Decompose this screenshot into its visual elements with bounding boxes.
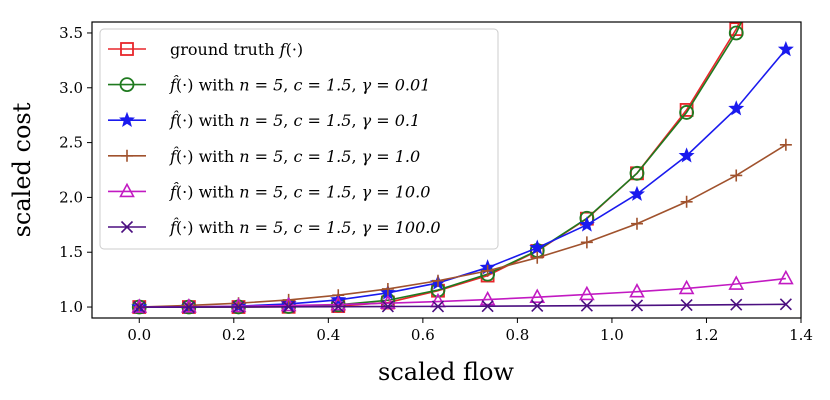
legend-label: f̂(·) with n = 5, c = 1.5, γ = 1.0: [169, 146, 420, 165]
legend-entry: f̂(·) with n = 5, c = 1.5, γ = 100.0: [108, 218, 441, 237]
legend-label: ground truth f(·): [170, 40, 303, 59]
legend-marker: [119, 182, 135, 198]
data-point: [181, 298, 197, 313]
y-tick-label: 1.0: [59, 298, 83, 316]
data-point: [232, 300, 245, 313]
data-point: [630, 217, 643, 230]
data-point: [730, 298, 743, 311]
legend-entry: ground truth f(·): [108, 40, 303, 59]
legend-marker: [121, 149, 133, 162]
x-tick-label: 0.6: [411, 326, 435, 344]
data-point: [481, 264, 494, 277]
legend-marker: [120, 42, 134, 56]
data-point: [381, 282, 394, 295]
series-4: [133, 138, 792, 314]
data-point: [479, 290, 496, 306]
data-point: [728, 275, 745, 290]
data-point: [680, 195, 693, 208]
data-point: [680, 298, 693, 312]
x-axis-label: scaled flow: [378, 358, 514, 386]
data-point: [431, 300, 445, 313]
data-point: [777, 41, 794, 57]
data-point: [578, 216, 595, 232]
data-point: [332, 289, 345, 302]
data-point: [678, 147, 695, 163]
data-point: [282, 300, 295, 313]
data-point: [580, 236, 593, 249]
series-group: [131, 22, 794, 315]
data-point: [529, 288, 546, 303]
data-point: [629, 185, 645, 201]
legend-label: f̂(·) with n = 5, c = 1.5, γ = 100.0: [169, 218, 441, 237]
data-point: [678, 279, 695, 295]
data-point: [529, 239, 546, 255]
x-tick-label: 0.8: [505, 326, 529, 344]
data-point: [481, 300, 494, 313]
data-point: [728, 100, 745, 116]
data-point: [779, 298, 792, 311]
data-point: [728, 25, 744, 41]
legend-marker: [119, 77, 135, 92]
data-point: [230, 297, 247, 313]
legend: ground truth f(·) f̂(·) with n = 5, c = 1…: [99, 28, 499, 250]
x-tick-label: 0.2: [222, 326, 246, 344]
data-point: [531, 251, 544, 264]
legend-entry: f̂(·) with n = 5, c = 1.5, γ = 10.0: [108, 182, 430, 201]
data-point: [778, 269, 794, 285]
legend-marker: [119, 111, 135, 127]
data-point: [431, 274, 444, 287]
y-tick-label: 2.0: [59, 188, 83, 206]
data-point: [182, 300, 195, 314]
y-tick-label: 1.5: [59, 243, 83, 261]
data-point: [133, 300, 146, 314]
x-tick-label: 1.0: [600, 326, 624, 344]
data-point: [531, 299, 544, 313]
plot-frame: [91, 21, 802, 319]
legend-entry: f̂(·) with n = 5, c = 1.5, γ = 0.1: [108, 111, 420, 130]
y-tick-label: 3.5: [59, 24, 83, 42]
x-tick-label: 1.4: [789, 326, 813, 344]
data-point: [579, 285, 595, 301]
x-tick-label: 0.4: [316, 326, 340, 344]
x-tick-label: 1.2: [695, 326, 719, 344]
legend-entry: f̂(·) with n = 5, c = 1.5, γ = 0.01: [108, 75, 430, 95]
data-point: [332, 300, 345, 313]
data-point: [679, 105, 695, 120]
y-axis-label: scaled cost: [8, 102, 36, 237]
legend-label: f̂(·) with n = 5, c = 1.5, γ = 10.0: [169, 182, 430, 201]
y-tick-label: 2.5: [59, 134, 83, 152]
series-6: [133, 298, 792, 314]
data-point: [630, 299, 644, 312]
data-point: [629, 283, 645, 298]
data-point: [779, 138, 792, 151]
data-point: [131, 298, 148, 313]
x-tick-label: 0.0: [127, 326, 151, 344]
series-line: [139, 144, 787, 308]
legend-label: f̂(·) with n = 5, c = 1.5, γ = 0.1: [169, 111, 420, 130]
legend-marker: [120, 220, 134, 234]
data-point: [580, 299, 593, 312]
data-point: [381, 300, 394, 313]
legend-label: f̂(·) with n = 5, c = 1.5, γ = 0.01: [169, 75, 430, 94]
data-point: [629, 165, 645, 181]
series-line: [139, 303, 786, 308]
legend-entry: f̂(·) with n = 5, c = 1.5, γ = 1.0: [108, 146, 420, 166]
y-tick-label: 3.0: [59, 79, 83, 97]
data-point: [730, 169, 743, 182]
legend-box: [99, 28, 499, 250]
